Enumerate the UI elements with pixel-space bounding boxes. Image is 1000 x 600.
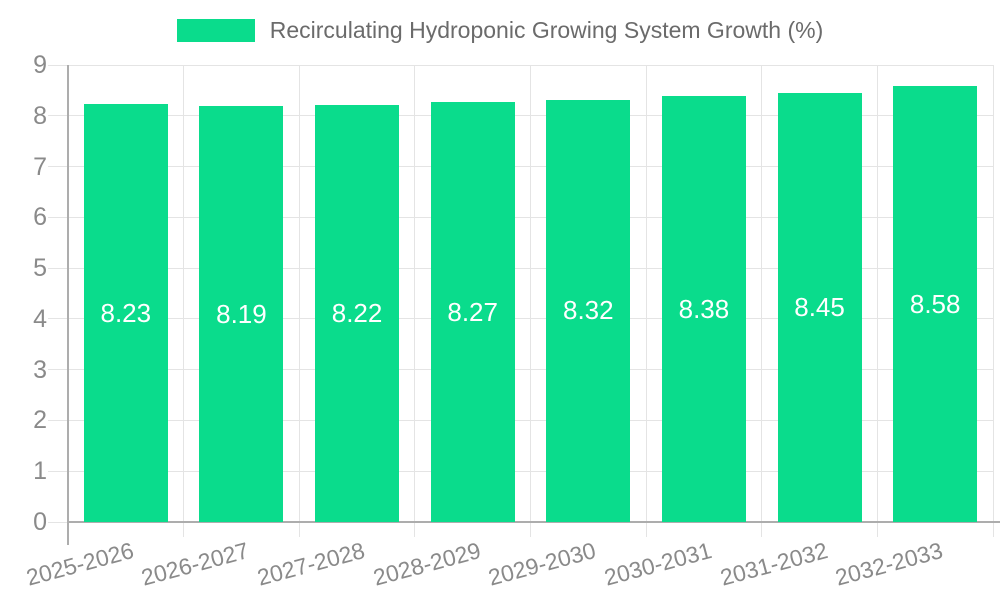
y-gridline [48,115,993,117]
bar[interactable]: 8.45 [777,92,862,522]
x-gridline [761,65,763,537]
bar-value-label: 8.22 [331,297,383,328]
bar-value-label: 8.23 [100,297,152,328]
legend-swatch [176,19,255,42]
bar-value-label: 8.32 [563,295,614,326]
x-gridline [876,65,878,537]
bar[interactable]: 8.32 [546,99,631,522]
x-axis-line [68,521,1000,523]
y-gridline [48,64,993,66]
y-gridline [48,166,993,168]
bar-value-label: 8.45 [794,291,845,322]
bar[interactable]: 8.58 [893,86,978,522]
y-gridline [48,267,993,269]
x-gridline [298,65,300,537]
bar-value-label: 8.58 [909,288,961,319]
y-axis-tick-label: 8 [33,101,47,130]
bar-value-label: 8.19 [216,298,267,329]
y-axis-tick-label: 9 [33,51,47,79]
bar[interactable]: 8.38 [661,96,746,522]
y-gridline [48,369,993,371]
x-gridline [645,65,647,537]
y-gridline [48,318,993,320]
y-gridline [48,419,993,421]
x-gridline [530,65,531,537]
bar[interactable]: 8.19 [199,106,284,522]
y-axis-tick-label: 0 [33,508,47,536]
y-gridline [48,470,993,472]
bar-value-label: 8.27 [447,296,498,327]
bar[interactable]: 8.27 [430,102,515,522]
y-axis-tick-label: 4 [33,304,47,333]
bar-value-label: 8.38 [678,293,730,324]
y-axis-tick-label: 7 [33,152,47,181]
x-gridline [414,65,416,537]
x-gridline [183,65,185,537]
y-gridline [48,216,993,218]
y-axis-tick-label: 5 [33,254,47,283]
x-gridline [992,65,994,537]
bar[interactable]: 8.23 [83,104,168,522]
y-axis-line [67,65,69,545]
legend-label: Recirculating Hydroponic Growing System … [269,17,824,43]
bar[interactable]: 8.22 [315,104,400,522]
y-axis-tick-label: 2 [33,406,47,435]
y-axis-tick-label: 3 [33,355,47,384]
y-axis-tick-label: 1 [33,457,47,486]
chart-legend[interactable]: Recirculating Hydroponic Growing System … [0,17,1000,44]
y-axis-tick-label: 6 [33,203,47,232]
